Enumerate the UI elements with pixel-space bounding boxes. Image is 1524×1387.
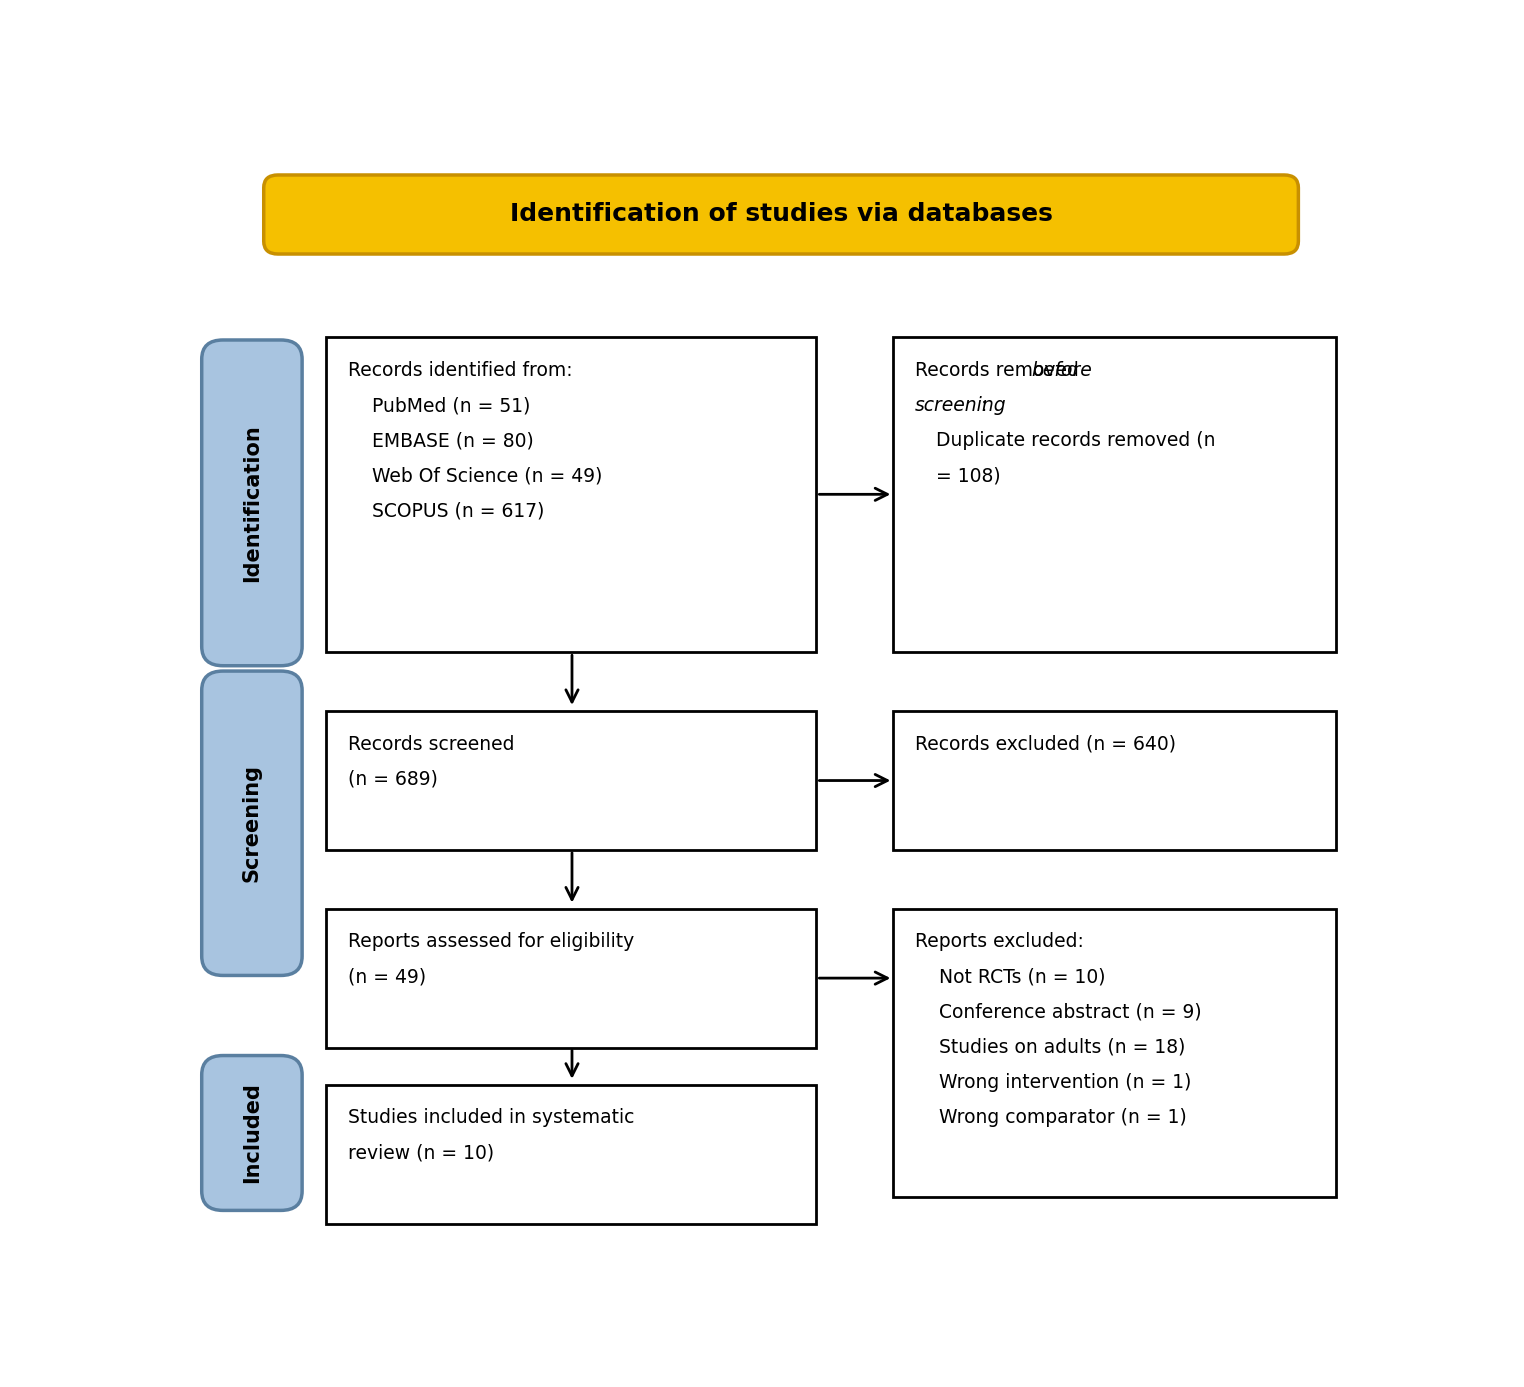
Text: = 108): = 108) [936,466,1000,485]
Text: (n = 49): (n = 49) [347,968,425,986]
Text: Records identified from:: Records identified from: [347,361,572,380]
FancyBboxPatch shape [201,340,302,666]
Text: Screening: Screening [242,764,262,882]
Text: Identification: Identification [242,424,262,581]
FancyBboxPatch shape [326,337,817,652]
Text: SCOPUS (n = 617): SCOPUS (n = 617) [347,502,544,520]
FancyBboxPatch shape [326,908,817,1047]
Text: Reports assessed for eligibility: Reports assessed for eligibility [347,932,634,951]
FancyBboxPatch shape [326,1085,817,1223]
Text: PubMed (n = 51): PubMed (n = 51) [347,397,530,415]
FancyBboxPatch shape [893,908,1337,1197]
Text: screening: screening [914,397,1006,415]
Text: Records screened: Records screened [347,735,514,753]
Text: (n = 689): (n = 689) [347,770,437,789]
FancyBboxPatch shape [893,337,1337,652]
FancyBboxPatch shape [201,671,302,975]
Text: Duplicate records removed (n: Duplicate records removed (n [936,431,1215,451]
Text: review (n = 10): review (n = 10) [347,1144,494,1162]
Text: Records excluded (n = 640): Records excluded (n = 640) [914,735,1175,753]
FancyBboxPatch shape [893,712,1337,850]
FancyBboxPatch shape [326,712,817,850]
Text: Conference abstract (n = 9): Conference abstract (n = 9) [914,1003,1201,1022]
Text: Not RCTs (n = 10): Not RCTs (n = 10) [914,968,1105,986]
FancyBboxPatch shape [264,175,1298,254]
Text: Studies included in systematic: Studies included in systematic [347,1108,634,1128]
Text: Wrong comparator (n = 1): Wrong comparator (n = 1) [914,1108,1186,1128]
FancyBboxPatch shape [201,1056,302,1211]
Text: Reports excluded:: Reports excluded: [914,932,1084,951]
Text: :: : [980,397,988,415]
Text: EMBASE (n = 80): EMBASE (n = 80) [347,431,533,451]
Text: Web Of Science (n = 49): Web Of Science (n = 49) [347,466,602,485]
Text: before: before [1032,361,1093,380]
Text: Identification of studies via databases: Identification of studies via databases [509,203,1053,226]
Text: Records removed: Records removed [914,361,1085,380]
Text: Wrong intervention (n = 1): Wrong intervention (n = 1) [914,1074,1190,1092]
Text: Included: Included [242,1082,262,1183]
Text: Studies on adults (n = 18): Studies on adults (n = 18) [914,1037,1184,1057]
